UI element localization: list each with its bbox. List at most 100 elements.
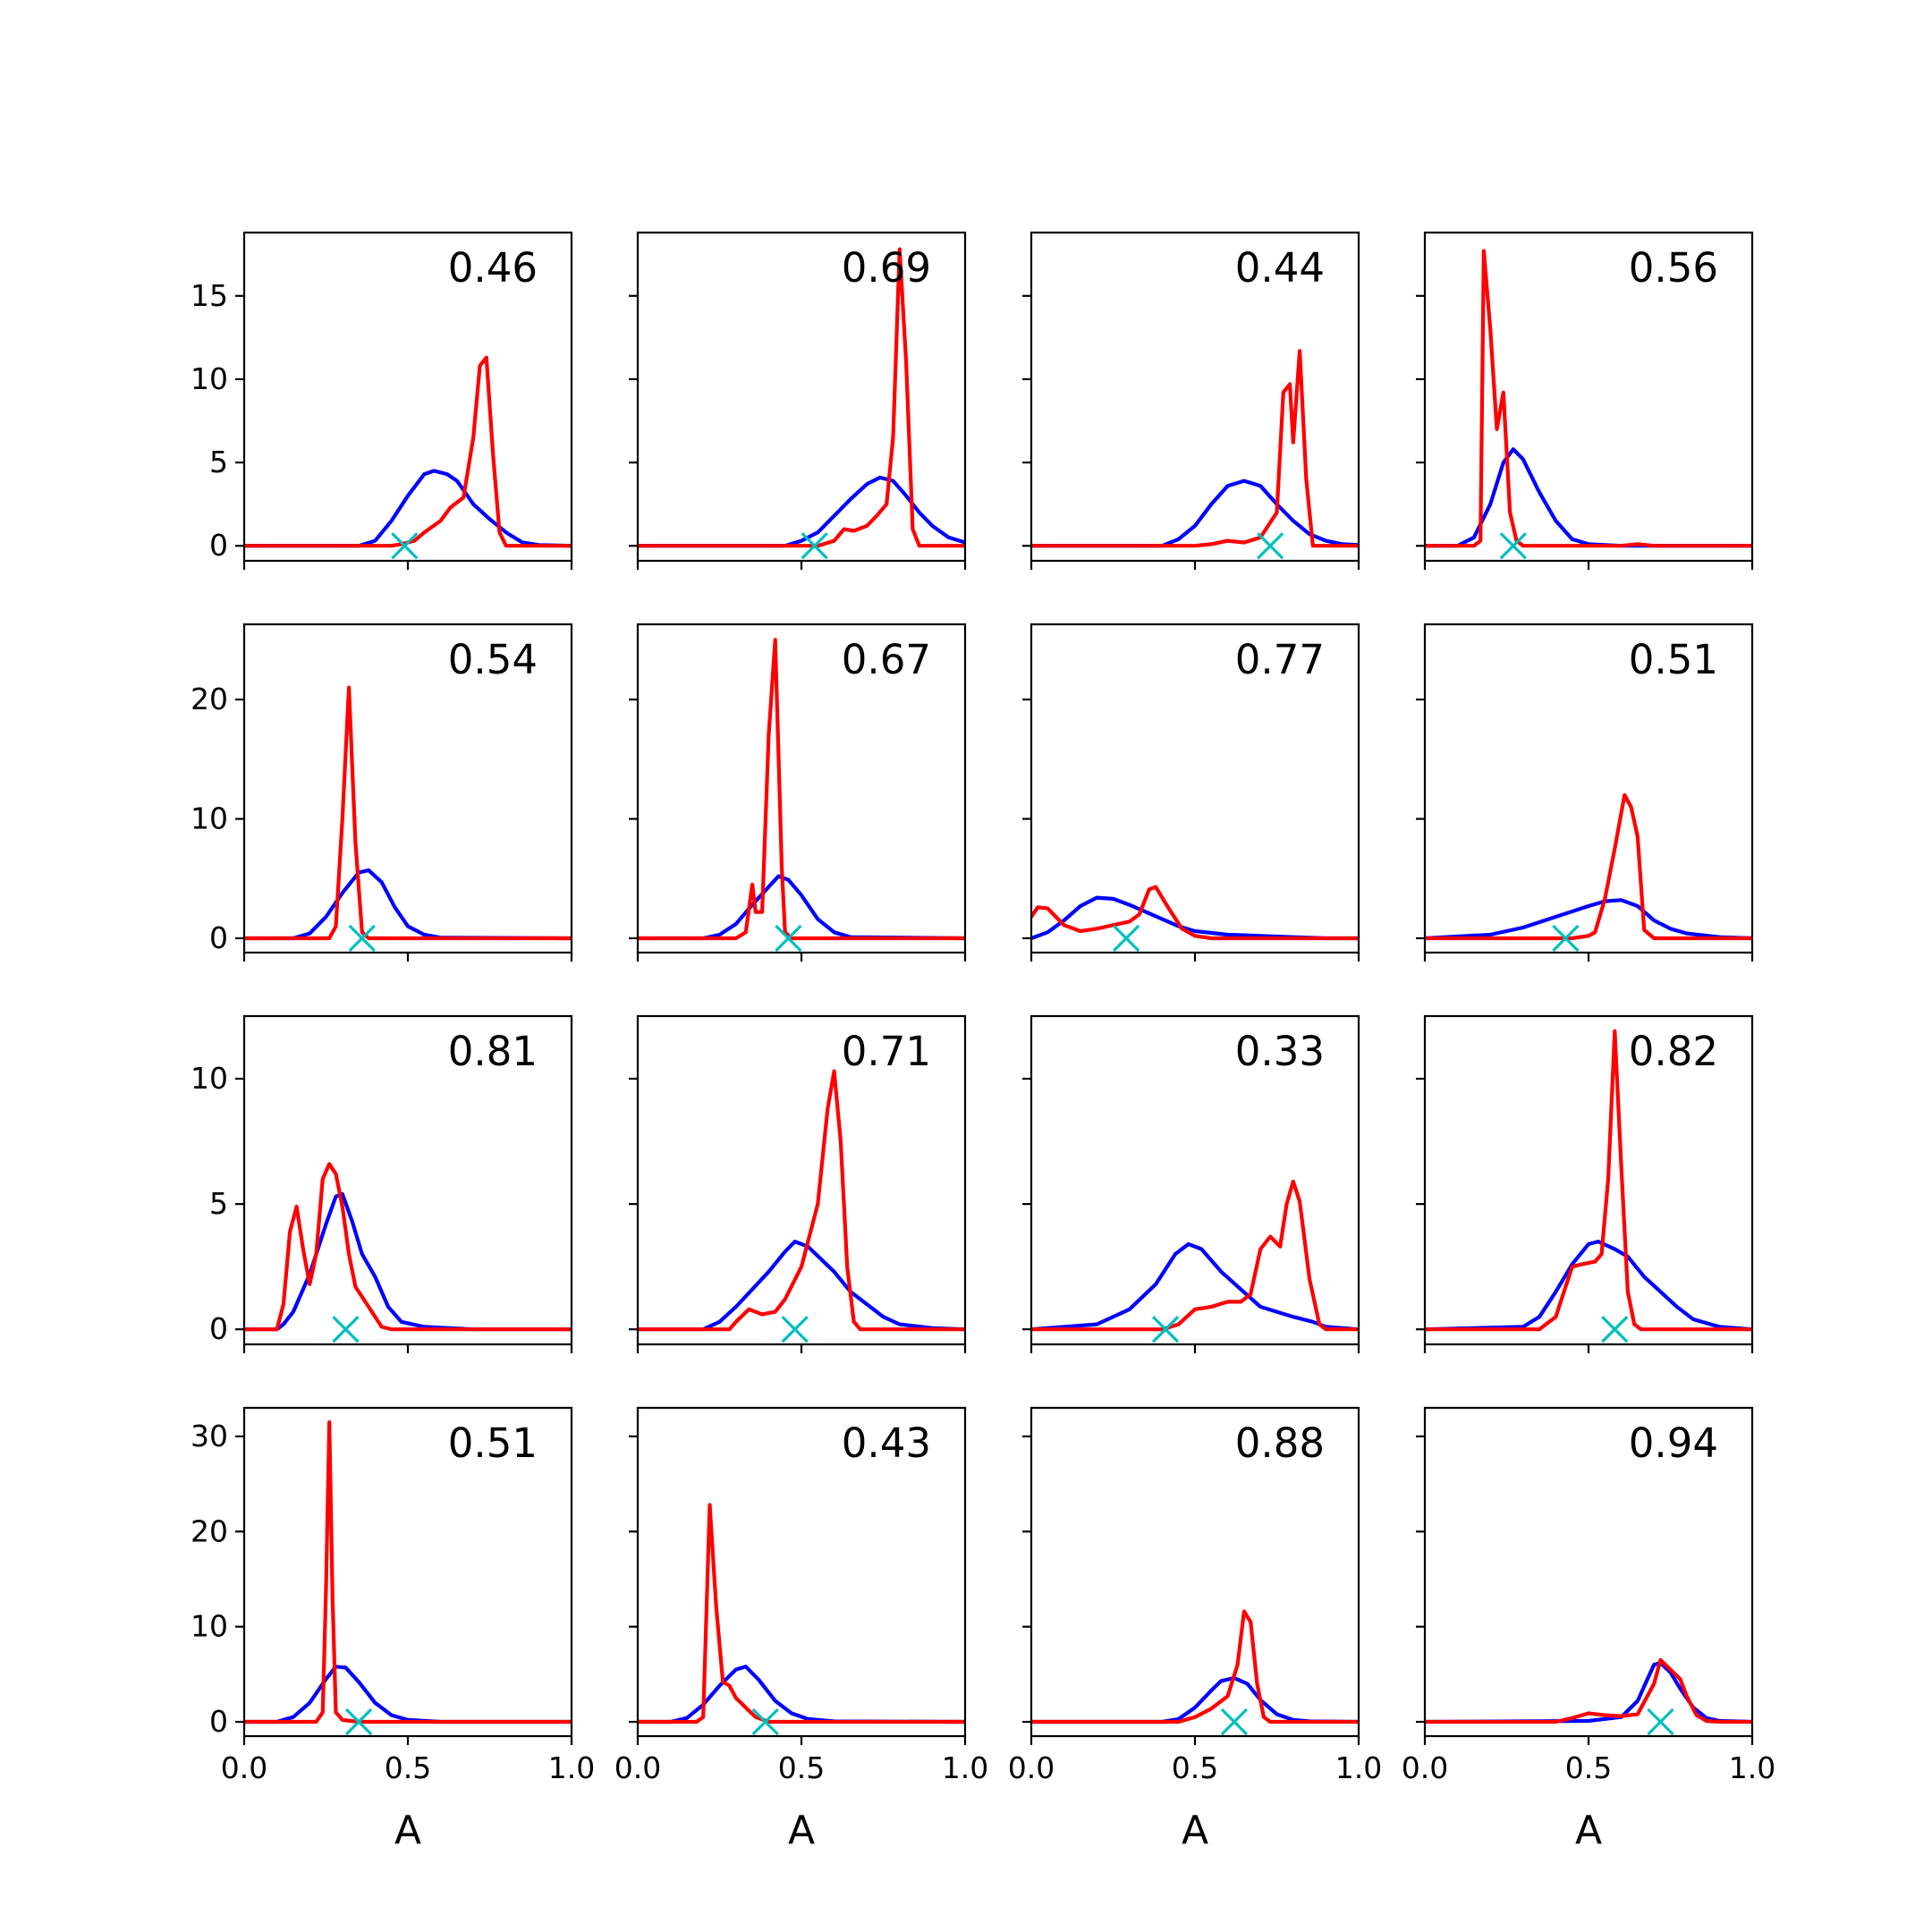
x-tick-label: 0.5 [778, 1750, 825, 1785]
x-axis-label: A [788, 1808, 815, 1853]
panel-annotation: 0.51 [1629, 636, 1718, 683]
x-axis-label: A [1575, 1808, 1602, 1853]
blue-series-line [244, 1191, 572, 1332]
red-series-line [638, 638, 965, 941]
blue-series-line [1425, 898, 1752, 941]
blue-series-line [638, 874, 965, 941]
subplot-6: 0.67 [629, 623, 967, 962]
subplot-7: 0.77 [1022, 623, 1360, 962]
subplot-14: 0.43 0.0 0.5 1.0 A [614, 1406, 988, 1853]
subplot-13: 0.51 0.0 0.5 1.0 0 10 20 30 A [191, 1406, 595, 1853]
panel-annotation: 0.82 [1629, 1028, 1718, 1075]
panel-annotation: 0.69 [842, 244, 931, 292]
y-tick-label: 0 [209, 1704, 228, 1739]
red-series-line [1425, 792, 1752, 941]
red-series-line [244, 1419, 572, 1724]
panel-annotation: 0.33 [1235, 1028, 1325, 1075]
x-marker [801, 532, 828, 560]
panel-annotation: 0.67 [842, 636, 931, 683]
x-tick-label: 1.0 [1335, 1750, 1382, 1785]
x-tick-label: 0.5 [385, 1750, 431, 1785]
x-tick-label: 1.0 [942, 1750, 988, 1785]
panel-annotation: 0.44 [1235, 244, 1325, 292]
x-marker [1257, 532, 1284, 560]
y-tick-label: 10 [191, 801, 228, 836]
x-marker [1151, 1316, 1180, 1343]
subplot-11: 0.33 [1022, 1014, 1360, 1353]
panel-annotation: 0.54 [448, 636, 538, 683]
subplot-15: 0.88 0.0 0.5 1.0 A [1008, 1406, 1382, 1853]
y-tick-label: 10 [191, 1061, 228, 1096]
x-axis-label: A [1182, 1808, 1208, 1853]
panel-annotation: 0.43 [842, 1419, 931, 1467]
x-axis-label: A [394, 1808, 421, 1853]
y-tick-label: 0 [209, 528, 228, 563]
y-tick-label: 0 [209, 920, 228, 955]
panel-annotation: 0.88 [1235, 1419, 1325, 1467]
x-marker [781, 1316, 809, 1343]
x-tick-label: 0.5 [1172, 1750, 1218, 1785]
x-tick-label: 0.0 [1008, 1750, 1055, 1785]
blue-series-line [244, 469, 572, 548]
red-series-line [1425, 1657, 1752, 1724]
red-series-line [1425, 249, 1752, 548]
panel-annotation: 0.46 [448, 244, 538, 292]
panel-annotation: 0.94 [1629, 1419, 1718, 1467]
subplot-1: 0.46 0 5 10 15 [191, 231, 573, 570]
blue-series-line [638, 475, 965, 548]
red-series-line [1425, 1029, 1752, 1332]
red-series-line [638, 1069, 965, 1332]
y-tick-label: 10 [191, 361, 228, 396]
y-tick-label: 20 [191, 1513, 228, 1548]
subplot-grid: 0.46 0 5 10 15 0.69 0.44 0.56 0.54 0 10 20 0.67 0.77 0… [191, 231, 1775, 1853]
blue-series-line [244, 868, 572, 941]
panel-annotation: 0.71 [842, 1028, 931, 1075]
x-marker [344, 1707, 373, 1736]
x-marker [332, 1316, 360, 1343]
red-series-line [1031, 1609, 1359, 1724]
y-tick-label: 10 [191, 1609, 228, 1644]
subplot-3: 0.44 [1022, 231, 1360, 570]
y-tick-label: 20 [191, 682, 228, 716]
red-series-line [1031, 885, 1359, 941]
x-marker [1601, 1316, 1629, 1343]
subplot-10: 0.71 [629, 1014, 967, 1353]
x-marker [1113, 924, 1140, 953]
subplot-4: 0.56 [1416, 231, 1754, 570]
subplot-12: 0.82 [1416, 1014, 1754, 1353]
x-marker [391, 532, 419, 560]
y-tick-label: 5 [209, 445, 228, 479]
x-tick-label: 0.0 [221, 1750, 267, 1785]
y-tick-label: 30 [191, 1419, 228, 1453]
red-series-line [638, 1503, 965, 1724]
x-marker [1220, 1707, 1249, 1736]
x-marker [1499, 532, 1527, 560]
x-tick-label: 0.0 [1402, 1750, 1448, 1785]
blue-series-line [638, 1665, 965, 1724]
blue-series-line [638, 1239, 965, 1332]
red-series-line [1031, 1179, 1359, 1332]
x-marker [775, 924, 802, 953]
y-tick-label: 5 [209, 1186, 228, 1221]
red-series-line [244, 685, 572, 941]
blue-series-line [1425, 1239, 1752, 1332]
x-tick-label: 1.0 [1729, 1750, 1775, 1785]
red-series-line [638, 247, 965, 548]
blue-series-line [1031, 479, 1359, 548]
y-tick-label: 0 [209, 1311, 228, 1346]
x-marker [751, 1707, 779, 1736]
x-tick-label: 1.0 [548, 1750, 595, 1785]
panel-annotation: 0.51 [448, 1419, 538, 1467]
x-marker [348, 924, 376, 953]
subplot-9: 0.81 0 5 10 [191, 1014, 573, 1353]
red-series-line [1031, 349, 1359, 548]
x-tick-label: 0.5 [1565, 1750, 1612, 1785]
subplot-5: 0.54 0 10 20 [191, 623, 573, 962]
x-tick-label: 0.0 [614, 1750, 661, 1785]
panel-annotation: 0.56 [1629, 244, 1718, 292]
panel-annotation: 0.81 [448, 1028, 538, 1075]
x-marker [1552, 924, 1580, 953]
blue-series-line [1031, 1241, 1359, 1332]
y-tick-label: 15 [191, 278, 228, 313]
subplot-16: 0.94 0.0 0.5 1.0 A [1402, 1406, 1775, 1853]
